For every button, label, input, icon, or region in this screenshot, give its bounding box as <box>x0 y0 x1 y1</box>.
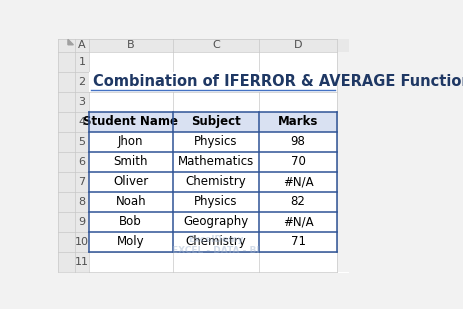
Text: 9: 9 <box>78 217 86 227</box>
Text: #N/A: #N/A <box>283 215 313 228</box>
Bar <box>337 192 349 212</box>
Bar <box>337 212 349 232</box>
Bar <box>58 172 89 192</box>
Bar <box>89 112 337 132</box>
Bar <box>89 172 337 192</box>
Text: B: B <box>127 40 135 50</box>
Text: C: C <box>212 40 220 50</box>
Text: Smith: Smith <box>113 155 148 168</box>
Bar <box>58 132 89 152</box>
Text: A: A <box>78 40 86 50</box>
Text: Jhon: Jhon <box>118 135 144 148</box>
Bar <box>58 192 89 212</box>
Text: 6: 6 <box>78 157 85 167</box>
Bar <box>89 132 337 152</box>
Bar <box>58 152 89 172</box>
Text: Marks: Marks <box>278 115 319 128</box>
Text: 98: 98 <box>291 135 306 148</box>
Bar <box>89 52 337 72</box>
Text: Physics: Physics <box>194 135 238 148</box>
Bar <box>89 72 337 92</box>
Bar <box>89 172 337 192</box>
Text: Mathematics: Mathematics <box>178 155 254 168</box>
Text: Combination of IFERROR & AVERAGE Functions: Combination of IFERROR & AVERAGE Functio… <box>93 74 463 89</box>
Bar <box>89 232 337 252</box>
Text: 70: 70 <box>291 155 306 168</box>
Bar <box>337 39 349 52</box>
Bar <box>89 192 337 212</box>
Text: 8: 8 <box>78 197 86 207</box>
Text: Moly: Moly <box>117 235 144 248</box>
Bar <box>58 52 89 72</box>
Bar <box>58 232 89 252</box>
Bar <box>89 152 337 172</box>
Text: Subject: Subject <box>191 115 241 128</box>
Bar <box>89 192 337 212</box>
Bar <box>58 92 89 112</box>
Text: 1: 1 <box>78 57 85 67</box>
Bar <box>58 212 89 232</box>
Text: Physics: Physics <box>194 195 238 208</box>
Text: 7: 7 <box>78 177 86 187</box>
Bar <box>58 112 89 132</box>
Bar <box>337 112 349 132</box>
Text: Chemistry: Chemistry <box>186 235 246 248</box>
Text: Chemistry: Chemistry <box>186 175 246 188</box>
Bar <box>58 72 89 92</box>
Bar <box>337 232 349 252</box>
Text: Student Name: Student Name <box>83 115 178 128</box>
Bar <box>337 72 349 92</box>
Bar <box>58 39 349 52</box>
Bar <box>89 92 337 112</box>
Text: #N/A: #N/A <box>283 175 313 188</box>
Bar <box>58 39 349 273</box>
Bar <box>89 252 337 272</box>
Text: 82: 82 <box>291 195 306 208</box>
Text: 2: 2 <box>78 77 86 87</box>
Bar <box>89 152 337 172</box>
Text: Oliver: Oliver <box>113 175 148 188</box>
Text: 10: 10 <box>75 237 89 247</box>
Text: Noah: Noah <box>115 195 146 208</box>
Bar <box>337 132 349 152</box>
Bar <box>89 232 337 252</box>
Text: Geography: Geography <box>183 215 249 228</box>
Text: Bob: Bob <box>119 215 142 228</box>
Bar <box>337 92 349 112</box>
Text: D: D <box>294 40 302 50</box>
Text: 5: 5 <box>78 137 85 147</box>
Text: ExcelDemy
EXCEL - DATA - BI: ExcelDemy EXCEL - DATA - BI <box>172 235 260 255</box>
Bar <box>89 112 337 132</box>
Bar <box>337 172 349 192</box>
Text: 11: 11 <box>75 257 89 267</box>
Bar <box>89 72 337 92</box>
Bar <box>89 212 337 232</box>
Bar <box>89 212 337 232</box>
Bar <box>58 252 89 272</box>
Text: 3: 3 <box>78 97 85 107</box>
Bar <box>89 132 337 152</box>
Text: 4: 4 <box>78 117 86 127</box>
Bar <box>337 252 349 272</box>
Bar <box>337 152 349 172</box>
Text: 71: 71 <box>291 235 306 248</box>
Bar <box>337 52 349 72</box>
Polygon shape <box>68 39 73 45</box>
